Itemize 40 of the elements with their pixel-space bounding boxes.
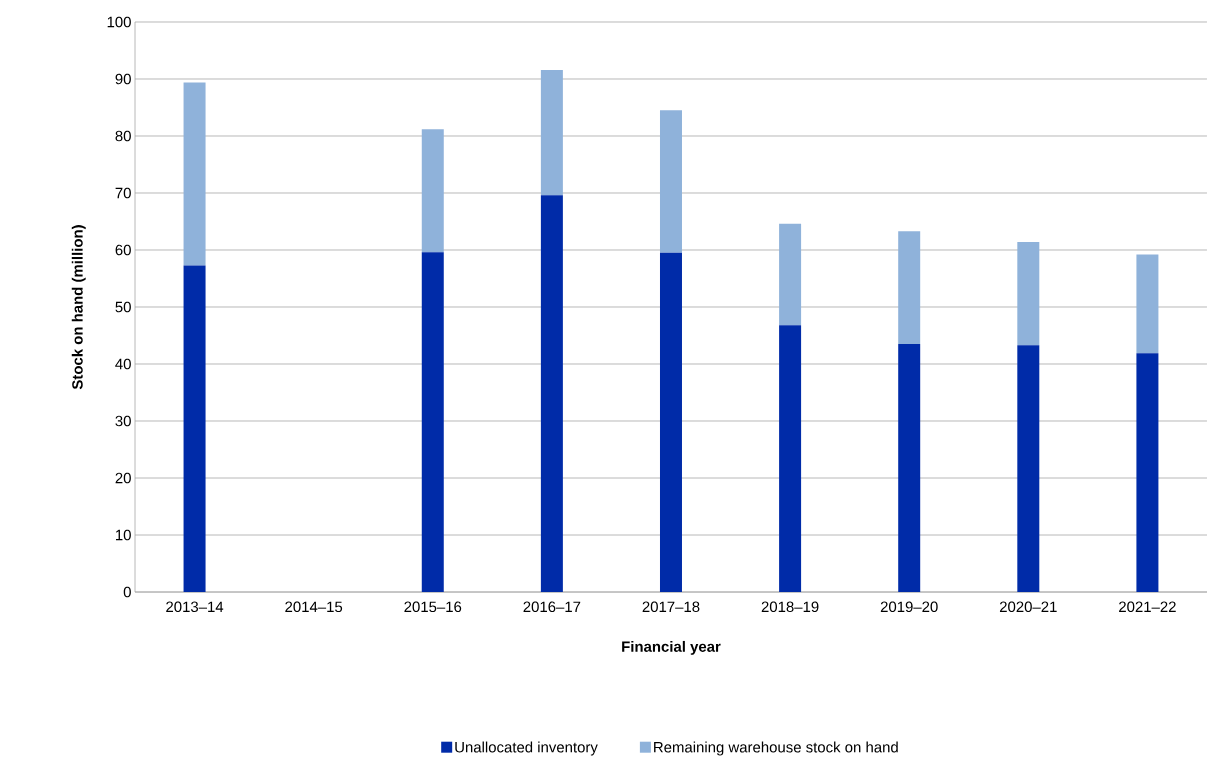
y-tick-label: 100 [107,16,131,28]
x-tick-label: 2015–16 [404,601,462,613]
x-tick-label: 2017–18 [642,601,700,613]
bar [183,82,206,266]
y-tick-label: 50 [115,301,131,313]
bar [1136,353,1159,592]
x-tick-label: 2013–14 [166,601,224,613]
bar [898,231,921,345]
y-tick-label: 60 [115,244,131,256]
bar [779,325,802,592]
bar [1136,254,1159,354]
y-tick-label: 0 [123,586,131,598]
y-tick-label: 90 [115,73,131,85]
x-tick-label: 2020–21 [999,601,1057,613]
x-axis-title: Financial year [622,640,721,655]
x-tick-label: 2018–19 [761,601,819,613]
bar [540,69,563,196]
y-tick-label: 30 [115,415,131,427]
y-tick-label: 70 [115,187,131,199]
bar [183,265,206,592]
legend-label: Unallocated inventory [455,741,598,756]
bar [779,223,802,326]
y-tick-label: 20 [115,472,131,484]
x-tick-label: 2014–15 [285,601,343,613]
y-tick-label: 80 [115,130,131,142]
bar [1017,345,1040,592]
y-tick-label: 40 [115,358,131,370]
x-tick-label: 2019–20 [880,601,938,613]
bar [1017,242,1040,346]
y-tick-label: 10 [116,529,131,541]
bar [540,195,563,592]
bar [421,252,444,592]
y-axis-title: Stock on hand (million) [71,225,86,390]
bar [659,110,682,253]
x-tick-label: 2021–22 [1119,601,1176,613]
x-tick-label: 2016–17 [523,601,581,613]
bar [421,129,444,253]
bar [659,252,682,592]
legend-label: Remaining warehouse stock on hand [654,741,898,756]
bar [898,344,921,592]
